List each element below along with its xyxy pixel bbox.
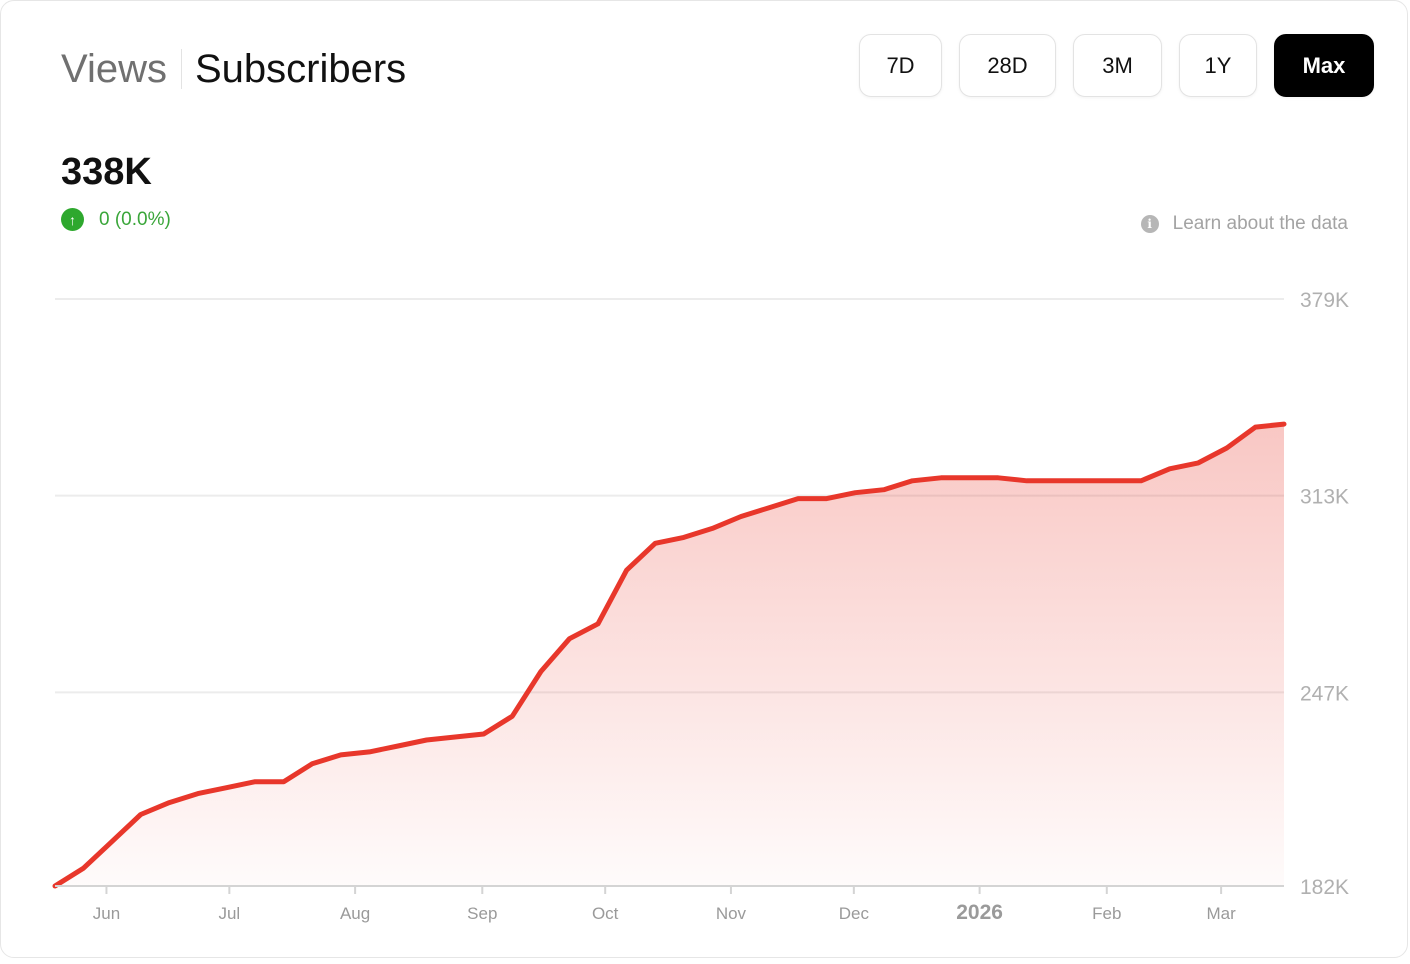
metric-tabs: Views Subscribers — [61, 45, 406, 93]
range-selector: 7D 28D 3M 1Y Max — [859, 34, 1374, 97]
x-tick-label: Nov — [716, 904, 747, 923]
learn-about-data-text: Learn about the data — [1172, 213, 1348, 234]
range-28d-button[interactable]: 28D — [959, 34, 1056, 97]
subscriber-delta: ↑ 0 (0.0%) — [61, 208, 171, 231]
tab-divider — [180, 49, 182, 89]
subscriber-count: 338K — [61, 151, 152, 193]
info-icon: i — [1140, 215, 1159, 233]
subscribers-series-line — [52, 421, 1287, 889]
x-tick-label: 2026 — [956, 901, 1003, 924]
learn-about-data-link[interactable]: i Learn about the data — [1140, 213, 1348, 235]
x-tick-label: Dec — [839, 904, 870, 923]
arrow-up-icon: ↑ — [61, 208, 84, 231]
x-tick-label: Aug — [340, 904, 370, 923]
y-tick-label: 313K — [1300, 486, 1349, 509]
range-3m-button[interactable]: 3M — [1073, 34, 1162, 97]
x-tick-label: Feb — [1092, 904, 1121, 923]
range-max-button[interactable]: Max — [1274, 34, 1374, 97]
y-tick-label: 182K — [1300, 876, 1349, 899]
x-tick-label: Oct — [592, 904, 619, 923]
x-tick-label: Jul — [218, 904, 240, 923]
delta-text: 0 (0.0%) — [99, 208, 171, 230]
tab-views[interactable]: Views — [61, 47, 167, 91]
subscribers-area — [55, 424, 1284, 886]
range-1y-button[interactable]: 1Y — [1179, 34, 1257, 97]
x-tick-label: Mar — [1206, 904, 1236, 923]
x-tick-label: Sep — [467, 904, 497, 923]
y-tick-label: 379K — [1300, 289, 1349, 312]
tab-subscribers[interactable]: Subscribers — [194, 47, 407, 91]
y-tick-label: 247K — [1300, 682, 1349, 705]
range-7d-button[interactable]: 7D — [859, 34, 942, 97]
x-tick-label: Jun — [93, 904, 120, 923]
